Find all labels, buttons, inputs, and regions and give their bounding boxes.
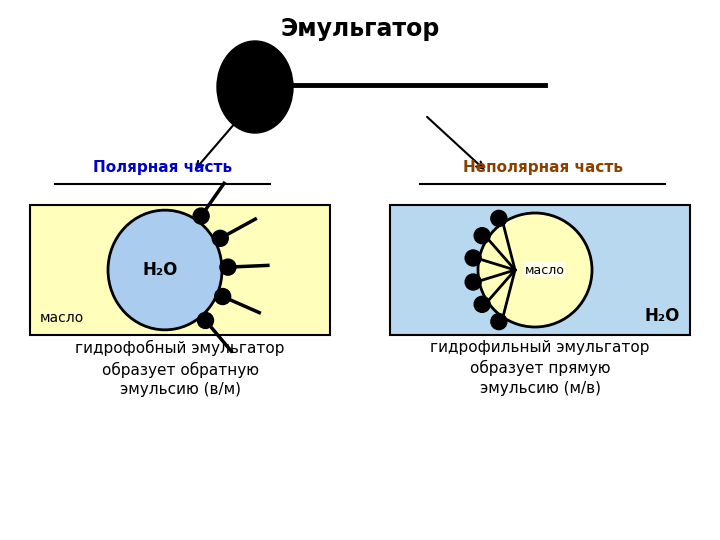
Circle shape: [491, 211, 507, 226]
Text: гидрофобный эмульгатор
образует обратную
эмульсию (в/м): гидрофобный эмульгатор образует обратную…: [76, 340, 284, 397]
Circle shape: [465, 250, 481, 266]
Text: масло: масло: [525, 264, 565, 276]
Circle shape: [465, 274, 481, 290]
Text: Эмульгатор: Эмульгатор: [280, 17, 440, 41]
Circle shape: [478, 213, 592, 327]
Text: H₂O: H₂O: [143, 261, 178, 279]
FancyBboxPatch shape: [390, 205, 690, 335]
Circle shape: [212, 231, 228, 246]
Ellipse shape: [108, 210, 222, 330]
Circle shape: [474, 296, 490, 312]
Ellipse shape: [217, 41, 293, 133]
Circle shape: [197, 313, 214, 328]
Circle shape: [491, 314, 507, 329]
Circle shape: [215, 288, 230, 305]
Circle shape: [220, 259, 236, 275]
Circle shape: [474, 228, 490, 244]
Text: H₂O: H₂O: [644, 307, 680, 325]
Text: Полярная часть: Полярная часть: [94, 160, 233, 175]
Text: масло: масло: [40, 311, 84, 325]
Text: гидрофильный эмульгатор
образует прямую
эмульсию (м/в): гидрофильный эмульгатор образует прямую …: [431, 340, 649, 396]
Circle shape: [193, 208, 209, 224]
FancyBboxPatch shape: [30, 205, 330, 335]
Text: Неполярная часть: Неполярная часть: [463, 160, 623, 175]
